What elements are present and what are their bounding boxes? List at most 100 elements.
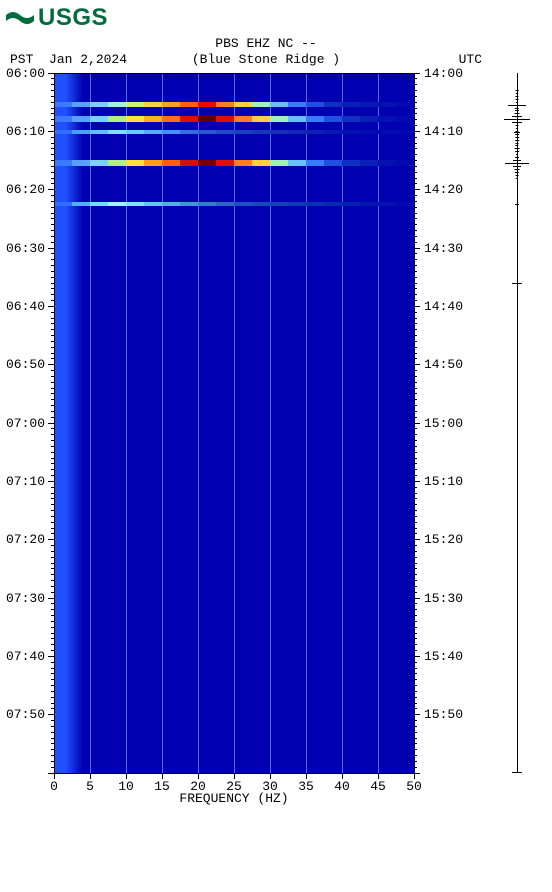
y-minor-right [414,463,417,464]
y-minor-left [51,516,54,517]
y-minor-left [51,417,54,418]
y-minor-left [51,411,54,412]
y-tick-right [414,598,420,599]
trace-dot [516,163,518,164]
y-minor-right [414,603,417,604]
y-label-utc: 15:30 [424,592,463,605]
x-label: 30 [262,779,278,794]
y-minor-left [51,738,54,739]
y-minor-left [51,329,54,330]
trace-dot [516,90,519,91]
gridline [90,73,91,773]
y-minor-left [51,510,54,511]
y-tick-right [414,364,420,365]
spectral-event [54,160,414,166]
y-minor-left [51,148,54,149]
y-minor-left [51,277,54,278]
y-minor-right [414,504,417,505]
y-minor-left [51,662,54,663]
y-minor-right [414,370,417,371]
y-label-pst: 07:50 [6,708,45,721]
y-minor-right [414,183,417,184]
trace-dot [515,151,519,152]
y-tick-left [48,423,54,424]
y-minor-left [51,428,54,429]
trace-spike [515,204,519,205]
y-minor-left [51,638,54,639]
y-minor-left [51,743,54,744]
y-minor-left [51,288,54,289]
y-minor-right [414,621,417,622]
y-label-pst: 07:20 [6,533,45,546]
y-tick-right [414,539,420,540]
y-minor-right [414,411,417,412]
y-minor-left [51,393,54,394]
y-minor-right [414,767,417,768]
y-minor-right [414,242,417,243]
y-minor-right [414,574,417,575]
trace-dot [515,166,519,167]
y-minor-left [51,440,54,441]
trace-dot [516,128,518,129]
trace-dot [515,113,520,114]
y-minor-left [51,493,54,494]
y-minor-right [414,113,417,114]
y-minor-right [414,148,417,149]
y-tick-left [48,73,54,74]
y-minor-left [51,143,54,144]
trace-dot [515,96,518,97]
y-label-pst: 06:50 [6,358,45,371]
y-minor-left [51,78,54,79]
y-minor-right [414,207,417,208]
y-minor-left [51,650,54,651]
y-tick-left [48,131,54,132]
y-minor-right [414,119,417,120]
y-minor-left [51,294,54,295]
y-label-pst: 07:30 [6,592,45,605]
y-minor-left [51,452,54,453]
y-minor-left [51,446,54,447]
y-minor-right [414,720,417,721]
y-label-utc: 14:20 [424,183,463,196]
y-minor-left [51,242,54,243]
y-minor-left [51,253,54,254]
y-minor-right [414,218,417,219]
y-minor-right [414,668,417,669]
y-tick-left [48,481,54,482]
y-minor-right [414,143,417,144]
trace-dot [515,137,519,138]
y-minor-left [51,621,54,622]
y-minor-right [414,224,417,225]
y-minor-left [51,84,54,85]
y-minor-left [51,154,54,155]
y-minor-right [414,358,417,359]
y-minor-right [414,487,417,488]
y-minor-right [414,551,417,552]
y-minor-left [51,213,54,214]
y-minor-right [414,475,417,476]
y-minor-right [414,708,417,709]
y-minor-left [51,498,54,499]
y-minor-right [414,528,417,529]
y-tick-left [48,539,54,540]
y-tick-left [48,656,54,657]
y-minor-right [414,428,417,429]
x-label: 40 [334,779,350,794]
trace-dot [515,131,518,132]
y-tick-right [414,423,420,424]
y-minor-right [414,78,417,79]
y-minor-right [414,638,417,639]
trace-spike [512,283,522,284]
y-label-pst: 06:20 [6,183,45,196]
y-minor-right [414,288,417,289]
y-minor-right [414,283,417,284]
y-minor-left [51,668,54,669]
y-minor-right [414,493,417,494]
y-minor-left [51,382,54,383]
y-minor-right [414,761,417,762]
y-minor-right [414,726,417,727]
y-tick-left [48,714,54,715]
y-minor-left [51,358,54,359]
trace-dot [516,178,518,179]
trace-dot [515,110,519,111]
